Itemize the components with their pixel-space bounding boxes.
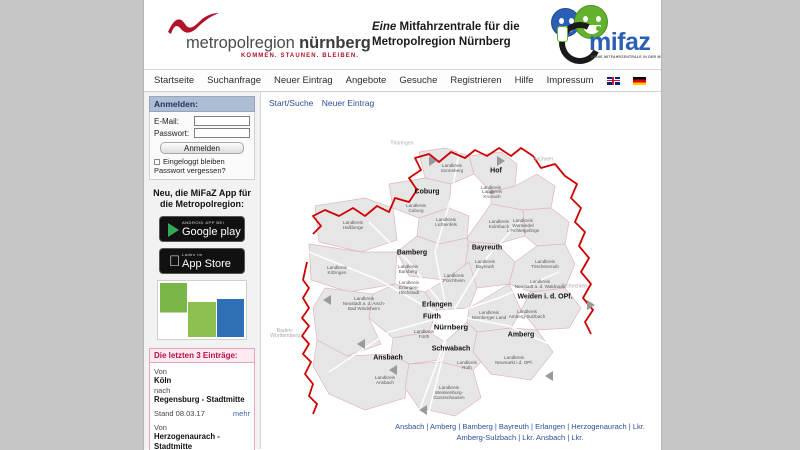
email-field[interactable] xyxy=(194,116,250,126)
site-header: metropolregion nürnberg KOMMEN. STAUNEN.… xyxy=(144,0,661,70)
metropolregion-logo[interactable]: metropolregion nürnberg KOMMEN. STAUNEN.… xyxy=(166,12,371,60)
entry-more-link[interactable]: mehr xyxy=(232,409,250,418)
footer-link[interactable]: Lkr. Ansbach xyxy=(522,433,566,442)
footer-link[interactable]: Lkr. xyxy=(571,433,584,442)
app-store-badge[interactable]:  Laden im App Store xyxy=(159,248,245,274)
sidebar: Anmelden: E-Mail: Passwort: Anmelden Ein… xyxy=(144,92,261,450)
google-play-badge[interactable]: ANDROID APP BEI Google play xyxy=(159,216,245,242)
app-promo-line2: die Metropolregion: xyxy=(160,199,244,209)
flag-de-icon[interactable] xyxy=(632,76,646,85)
forgot-password-link[interactable]: Passwort vergessen? xyxy=(154,166,226,175)
map-svg xyxy=(301,147,595,417)
footer-link[interactable]: Ansbach xyxy=(395,422,425,431)
stay-logged-in-checkbox[interactable] xyxy=(154,158,160,165)
metropolregion-claim: KOMMEN. STAUNEN. BLEIBEN. xyxy=(241,53,360,59)
app-promo-line1: Neu, die MiFaZ App für xyxy=(153,188,251,198)
nav-item-registrieren[interactable]: Registrieren xyxy=(450,75,502,86)
entry-from-label: Von xyxy=(154,367,167,376)
email-label: E-Mail: xyxy=(154,116,179,126)
breadcrumb-neuer-eintrag[interactable]: Neuer Eintrag xyxy=(321,98,375,108)
google-play-main: Google play xyxy=(182,226,241,238)
metropolregion-wordmark: metropolregion nürnberg xyxy=(186,34,371,53)
flyer-panel-middle xyxy=(188,283,216,337)
footer-link[interactable]: Lkr. Amberg-Sulzbach xyxy=(456,422,645,442)
footer-link[interactable]: Herzogenaurach xyxy=(571,422,627,431)
login-panel-title: Anmelden: xyxy=(149,96,255,112)
footer-link[interactable]: Erlangen xyxy=(535,422,566,431)
login-panel: Anmelden: E-Mail: Passwort: Anmelden Ein… xyxy=(149,96,255,180)
nav-item-impressum[interactable]: Impressum xyxy=(546,75,594,86)
main-navigation: Startseite Suchanfrage Neuer Eintrag Ang… xyxy=(144,70,661,92)
mifaz-dot-icon xyxy=(596,26,601,31)
mifaz-logo[interactable]: mifaz DEINE MITFAHRZENTRALE IN DER METRO… xyxy=(527,4,661,70)
footer-link[interactable]: Bayreuth xyxy=(498,422,529,431)
nav-item-suchanfrage[interactable]: Suchanfrage xyxy=(207,75,262,86)
password-field[interactable] xyxy=(194,128,250,138)
mifaz-tab-icon xyxy=(557,26,568,42)
entry-from-city: Herzogenaurach - Stadtmitte xyxy=(154,432,220,450)
smiley-green-icon xyxy=(574,5,608,39)
entry-from-city: Köln xyxy=(154,376,172,385)
mifaz-subtitle: DEINE MITFAHRZENTRALE IN DER METROPOLREG… xyxy=(591,55,661,59)
password-label: Passwort: xyxy=(154,128,190,138)
content-columns: Anmelden: E-Mail: Passwort: Anmelden Ein… xyxy=(144,92,661,450)
flyer-thumbnail[interactable] xyxy=(157,280,247,340)
footer-link[interactable]: Amberg xyxy=(429,422,457,431)
nav-item-hilfe[interactable]: Hilfe xyxy=(514,75,534,86)
main-content: Start/Suche Neuer Eintrag xyxy=(261,92,661,449)
nav-item-gesuche[interactable]: Gesuche xyxy=(399,75,438,86)
entry-to-label: nach xyxy=(154,385,171,395)
footer-link[interactable]: Bamberg xyxy=(462,422,493,431)
login-panel-body: E-Mail: Passwort: Anmelden Eingeloggt bl… xyxy=(149,112,255,180)
flyer-panel-left xyxy=(160,283,188,337)
slogan-line2: Metropolregion Nürnberg xyxy=(372,36,511,48)
entry-stand: Stand 08.03.17 xyxy=(154,409,205,418)
page-container: metropolregion nürnberg KOMMEN. STAUNEN.… xyxy=(143,0,662,450)
logo-text-light: metropolregion xyxy=(186,34,300,52)
stay-logged-in-row[interactable]: Eingeloggt bleiben xyxy=(154,157,250,166)
logo-text-bold: nürnberg xyxy=(299,34,371,52)
nav-item-startseite[interactable]: Startseite xyxy=(154,75,195,86)
latest-entries-panel: Die letzten 3 Einträge: Von Köln nach Re… xyxy=(149,348,255,450)
app-store-sub: Laden im xyxy=(182,252,203,257)
latest-entries-title: Die letzten 3 Einträge: xyxy=(149,348,255,363)
latest-entries-body: Von Köln nach Regensburg - Stadtmitte St… xyxy=(149,363,255,450)
breadcrumb: Start/Suche Neuer Eintrag xyxy=(269,98,653,108)
region-map[interactable]: Landkreis Sonneberg Landkreis Kronach Land… xyxy=(269,112,653,422)
mifaz-wordmark: mifaz xyxy=(589,28,651,56)
nav-item-angebote[interactable]: Angebote xyxy=(345,75,387,86)
google-play-sub: ANDROID APP BEI xyxy=(182,220,225,225)
list-item[interactable]: Von Herzogenaurach - Stadtmitte nach xyxy=(154,423,250,450)
apple-icon:  xyxy=(169,254,180,269)
nav-item-neuer-eintrag[interactable]: Neuer Eintrag xyxy=(274,75,333,86)
entry-from-label: Von xyxy=(154,423,167,432)
flag-uk-icon[interactable] xyxy=(606,76,620,85)
swoosh-icon xyxy=(168,13,219,34)
login-submit-button[interactable]: Anmelden xyxy=(160,142,244,154)
list-item[interactable]: Von Köln nach Regensburg - Stadtmitte xyxy=(154,367,250,404)
email-row: E-Mail: xyxy=(154,116,250,126)
slogan-emphasis: Eine xyxy=(372,21,397,33)
app-promo-heading: Neu, die MiFaZ App für die Metropolregio… xyxy=(149,188,255,210)
password-row: Passwort: xyxy=(154,128,250,138)
header-slogan: Eine Mitfahrzentrale für die Metropolreg… xyxy=(372,20,520,50)
app-store-main: App Store xyxy=(182,258,231,270)
footer-region-links: Ansbach | Amberg | Bamberg | Bayreuth | … xyxy=(395,422,645,442)
stay-logged-in-label: Eingeloggt bleiben xyxy=(163,157,225,166)
entry-to-city: Regensburg - Stadtmitte xyxy=(154,394,245,404)
breadcrumb-start-suche[interactable]: Start/Suche xyxy=(269,98,314,108)
flyer-panel-right xyxy=(216,283,244,337)
google-play-icon xyxy=(168,223,179,237)
entry-footer: Stand 08.03.17 mehr xyxy=(154,409,250,418)
slogan-line1: Mitfahrzentrale für die xyxy=(396,21,520,33)
